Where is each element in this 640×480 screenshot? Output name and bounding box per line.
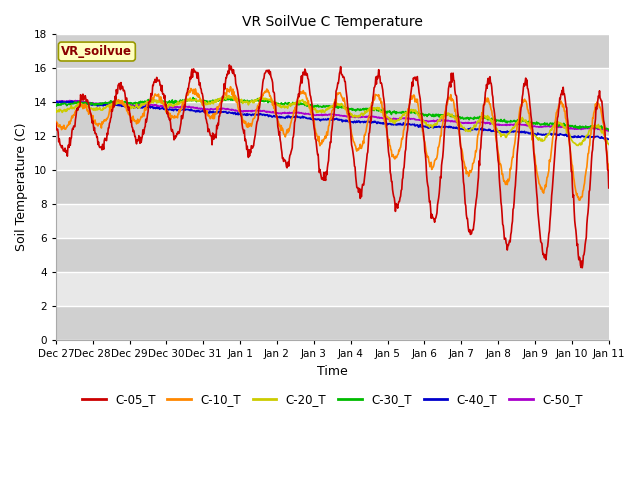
Bar <box>56 35 609 68</box>
Bar <box>56 306 609 340</box>
Bar <box>56 102 609 136</box>
X-axis label: Time: Time <box>317 365 348 378</box>
Legend: C-05_T, C-10_T, C-20_T, C-30_T, C-40_T, C-50_T: C-05_T, C-10_T, C-20_T, C-30_T, C-40_T, … <box>77 388 588 411</box>
Bar <box>56 272 609 306</box>
Title: VR SoilVue C Temperature: VR SoilVue C Temperature <box>242 15 423 29</box>
Bar <box>56 136 609 170</box>
Bar <box>56 204 609 238</box>
Bar <box>56 170 609 204</box>
Bar <box>56 68 609 102</box>
Y-axis label: Soil Temperature (C): Soil Temperature (C) <box>15 123 28 252</box>
Text: VR_soilvue: VR_soilvue <box>61 45 132 58</box>
Bar <box>56 238 609 272</box>
